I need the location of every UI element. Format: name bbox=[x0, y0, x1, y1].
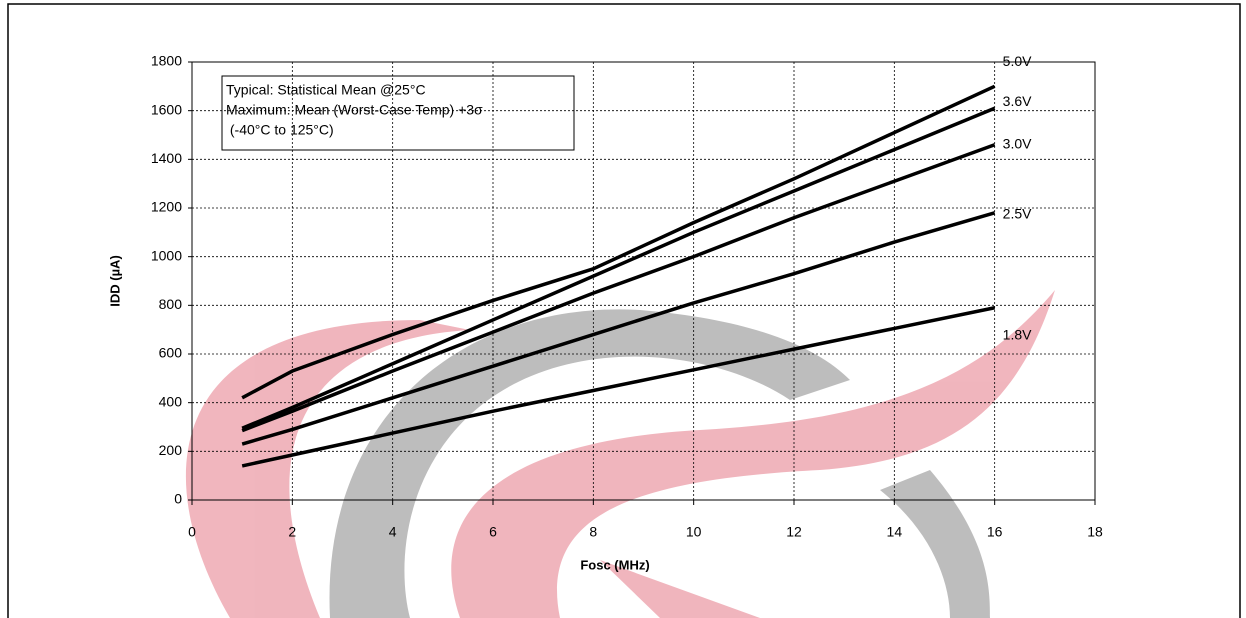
annotation: Maximum: Mean (Worst-Case Temp) +3σ bbox=[226, 102, 483, 118]
y-tick-label: 800 bbox=[159, 296, 183, 312]
annotation-box bbox=[221, 75, 575, 151]
series-label: 3.6V bbox=[1003, 93, 1032, 109]
x-axis-label: Fosc (MHz) bbox=[580, 557, 649, 572]
series-line bbox=[241, 211, 996, 446]
series-line bbox=[241, 143, 996, 433]
x-tick-label: 16 bbox=[987, 524, 1003, 540]
y-axis-label: IDD (µA) bbox=[107, 255, 122, 307]
annotation: Typical: Statistical Mean @25°C bbox=[226, 82, 426, 98]
series-line bbox=[241, 84, 996, 400]
x-tick-label: 18 bbox=[1087, 524, 1103, 540]
y-tick-label: 0 bbox=[174, 491, 182, 507]
x-tick-label: 14 bbox=[887, 524, 903, 540]
y-tick-label: 1600 bbox=[151, 101, 182, 117]
x-tick-label: 6 bbox=[489, 524, 497, 540]
series-line bbox=[241, 306, 996, 468]
y-tick-label: 1200 bbox=[151, 199, 182, 215]
y-tick-label: 200 bbox=[159, 442, 183, 458]
x-tick-label: 4 bbox=[389, 524, 397, 540]
series-label: 2.5V bbox=[1003, 206, 1032, 222]
series-label: 3.0V bbox=[1003, 135, 1032, 151]
y-tick-label: 400 bbox=[159, 393, 183, 409]
y-tick-label: 600 bbox=[159, 345, 183, 361]
series-label: 1.8V bbox=[1003, 326, 1032, 342]
x-tick-label: 10 bbox=[686, 524, 702, 540]
x-tick-label: 2 bbox=[288, 524, 296, 540]
x-tick-label: 0 bbox=[188, 524, 196, 540]
watermark bbox=[185, 290, 1055, 618]
frame bbox=[7, 3, 1241, 618]
y-tick-label: 1800 bbox=[151, 53, 182, 69]
y-tick-label: 1400 bbox=[151, 150, 182, 166]
annotation: (-40°C to 125°C) bbox=[226, 122, 334, 138]
series-label: 5.0V bbox=[1003, 53, 1032, 69]
x-tick-label: 8 bbox=[589, 524, 597, 540]
series-line bbox=[241, 106, 996, 430]
y-tick-label: 1000 bbox=[151, 247, 182, 263]
x-tick-label: 12 bbox=[786, 524, 802, 540]
plot-frame bbox=[191, 61, 1096, 501]
